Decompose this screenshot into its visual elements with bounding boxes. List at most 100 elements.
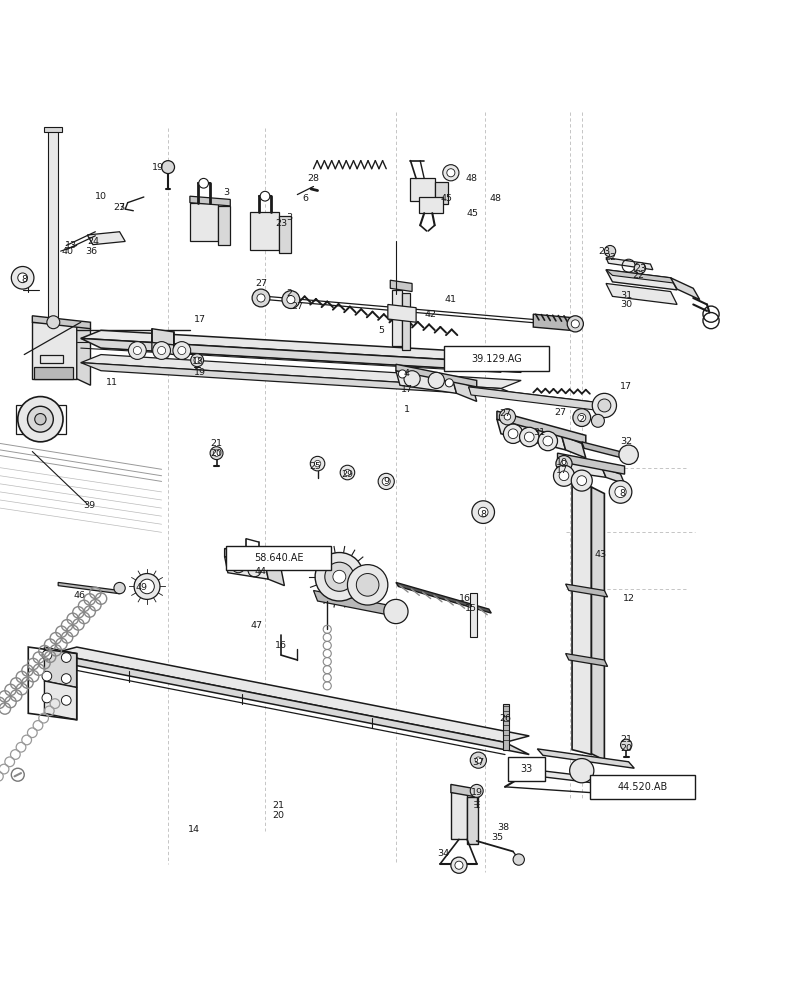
- Circle shape: [559, 471, 569, 481]
- Text: 15: 15: [465, 604, 477, 613]
- Text: 27: 27: [499, 409, 511, 418]
- Text: 21: 21: [621, 735, 632, 744]
- Polygon shape: [396, 371, 457, 393]
- Text: 44: 44: [255, 567, 267, 576]
- Circle shape: [178, 346, 186, 355]
- Text: 45: 45: [441, 194, 452, 203]
- Polygon shape: [562, 435, 586, 458]
- Circle shape: [27, 406, 53, 432]
- Polygon shape: [566, 654, 608, 666]
- Text: 23: 23: [634, 264, 647, 273]
- Text: 22: 22: [633, 271, 644, 280]
- Text: 37: 37: [472, 758, 485, 767]
- Polygon shape: [44, 647, 77, 687]
- Text: 8: 8: [619, 489, 625, 498]
- Circle shape: [634, 262, 646, 274]
- Polygon shape: [388, 304, 416, 322]
- Circle shape: [451, 857, 467, 873]
- Text: 3: 3: [286, 213, 292, 222]
- Circle shape: [140, 579, 154, 594]
- Text: 30: 30: [620, 300, 633, 309]
- Polygon shape: [419, 197, 443, 213]
- Polygon shape: [606, 258, 653, 270]
- Circle shape: [282, 291, 300, 309]
- Polygon shape: [451, 784, 478, 797]
- Circle shape: [598, 399, 611, 412]
- Polygon shape: [606, 283, 677, 304]
- Circle shape: [128, 342, 146, 359]
- Polygon shape: [390, 280, 412, 292]
- Circle shape: [153, 342, 170, 359]
- Circle shape: [325, 562, 354, 591]
- Polygon shape: [250, 212, 279, 250]
- Text: 31: 31: [620, 291, 633, 300]
- Bar: [508, 757, 545, 781]
- Text: 17: 17: [401, 385, 412, 394]
- Text: 36: 36: [85, 247, 98, 256]
- Bar: [444, 346, 549, 371]
- Bar: [226, 546, 331, 570]
- Circle shape: [382, 477, 390, 485]
- Circle shape: [35, 414, 46, 425]
- Text: 9: 9: [383, 477, 389, 486]
- Text: 46: 46: [74, 591, 85, 600]
- Text: 33: 33: [520, 764, 533, 774]
- Circle shape: [553, 465, 574, 486]
- Text: 23: 23: [275, 219, 288, 228]
- Text: 38: 38: [497, 823, 510, 832]
- Polygon shape: [87, 232, 125, 245]
- Polygon shape: [44, 681, 77, 720]
- Polygon shape: [81, 330, 521, 363]
- Polygon shape: [435, 182, 448, 204]
- Text: 19: 19: [471, 788, 482, 797]
- Polygon shape: [32, 316, 90, 329]
- Text: 45: 45: [467, 209, 478, 218]
- Polygon shape: [396, 364, 477, 387]
- Text: 10: 10: [556, 458, 567, 467]
- Circle shape: [573, 409, 591, 426]
- Polygon shape: [81, 355, 521, 388]
- Polygon shape: [410, 178, 435, 201]
- Polygon shape: [58, 582, 120, 594]
- Circle shape: [42, 693, 52, 703]
- Circle shape: [378, 473, 394, 489]
- Circle shape: [561, 460, 567, 467]
- Circle shape: [333, 570, 346, 583]
- Text: 26: 26: [499, 714, 511, 723]
- Polygon shape: [572, 482, 591, 755]
- Polygon shape: [32, 322, 77, 379]
- Polygon shape: [225, 557, 268, 579]
- Text: 18: 18: [192, 357, 204, 366]
- Circle shape: [443, 165, 459, 181]
- Circle shape: [61, 653, 71, 662]
- Polygon shape: [606, 270, 677, 283]
- Polygon shape: [218, 206, 230, 245]
- Polygon shape: [314, 590, 400, 617]
- Polygon shape: [44, 127, 62, 132]
- Circle shape: [447, 169, 455, 177]
- Circle shape: [344, 469, 351, 476]
- Text: 3: 3: [223, 188, 229, 197]
- Text: 44.520.AB: 44.520.AB: [617, 782, 667, 792]
- Text: 21: 21: [211, 439, 222, 448]
- Circle shape: [567, 316, 583, 332]
- Polygon shape: [152, 329, 174, 355]
- Circle shape: [621, 739, 632, 750]
- Text: 17: 17: [621, 382, 632, 391]
- Circle shape: [114, 582, 125, 594]
- Polygon shape: [467, 797, 478, 844]
- Circle shape: [478, 507, 488, 517]
- Text: 16: 16: [459, 594, 470, 603]
- Polygon shape: [533, 314, 570, 330]
- Text: 27: 27: [292, 302, 303, 311]
- Circle shape: [570, 759, 594, 783]
- Circle shape: [257, 294, 265, 302]
- Circle shape: [571, 320, 579, 328]
- Circle shape: [615, 486, 626, 498]
- Polygon shape: [671, 278, 700, 300]
- Text: 14: 14: [188, 825, 200, 834]
- Circle shape: [310, 456, 325, 471]
- Circle shape: [42, 650, 52, 660]
- Circle shape: [356, 574, 379, 596]
- Circle shape: [252, 289, 270, 307]
